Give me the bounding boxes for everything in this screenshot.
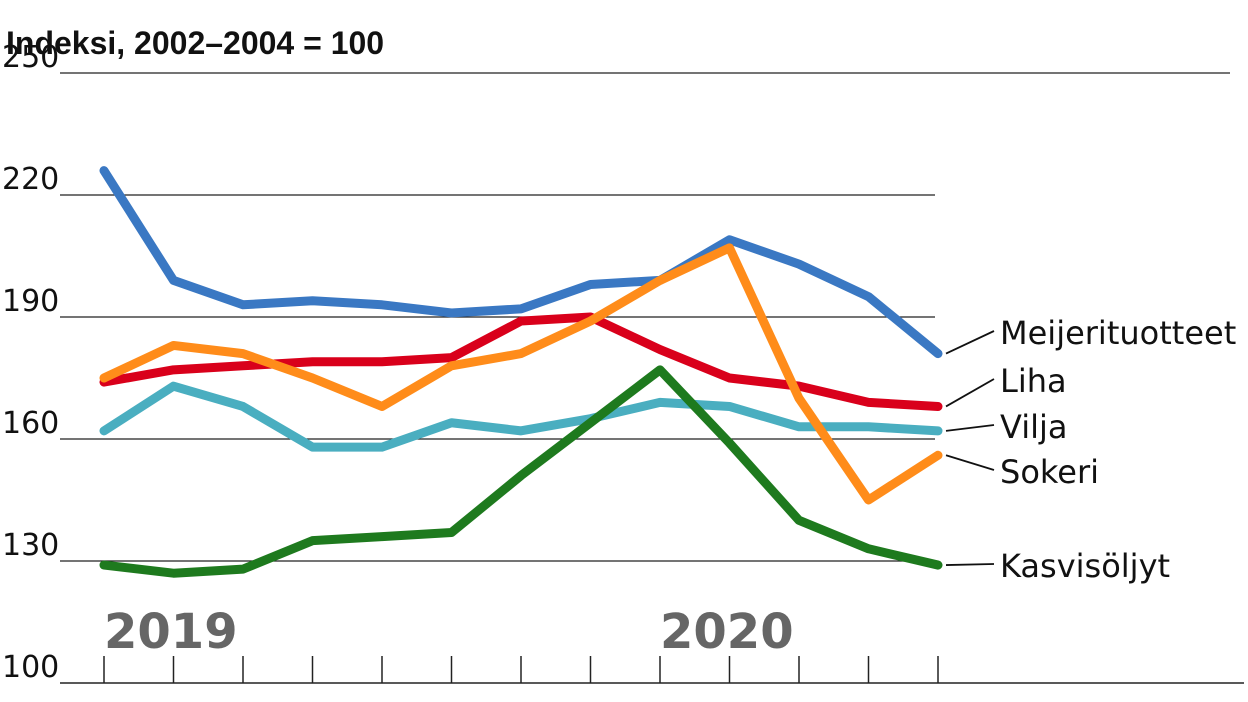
series-line-meijerituotteet [99,166,943,359]
leader-line-kasvisöljyt [945,563,995,566]
y-tick-label-130: 130 [2,528,59,563]
leader-line-vilja [945,424,995,432]
series-line-vilja [99,381,943,452]
y-tick-label-250: 250 [2,40,59,75]
series-line-sokeri [99,243,943,505]
series-label-sokeri: Sokeri [1000,453,1099,491]
leader-line-liha [945,378,995,408]
series-label-meijerituotteet: Meijerituotteet [1000,314,1236,352]
y-tick-label-100: 100 [2,650,59,685]
chart-title: Indeksi, 2002–2004 = 100 [6,25,384,61]
y-tick-label-160: 160 [2,406,59,441]
leader-line-meijerituotteet [945,330,995,355]
year-label-2019: 2019 [104,604,238,660]
x-axis-ticks [103,656,939,683]
series-label-vilja: Vilja [1000,408,1067,446]
leader-line-sokeri [945,454,995,471]
y-tick-label-220: 220 [2,162,59,197]
year-labels: 2019 2020 [104,604,794,660]
series-lines [99,166,943,578]
gridlines [60,72,1244,684]
series-line-kasvisöljyt [99,365,943,578]
series-label-liha: Liha [1000,362,1067,400]
y-axis-tick-labels: 250 220 190 160 130 100 [2,40,59,685]
series-line-liha [99,312,943,411]
year-label-2020: 2020 [660,604,794,660]
y-tick-label-190: 190 [2,284,59,319]
series-label-kasvisöljyt: Kasvisöljyt [1000,547,1170,585]
series-labels: Meijerituotteet Liha Vilja Sokeri Kasvisöljy… [945,314,1236,585]
